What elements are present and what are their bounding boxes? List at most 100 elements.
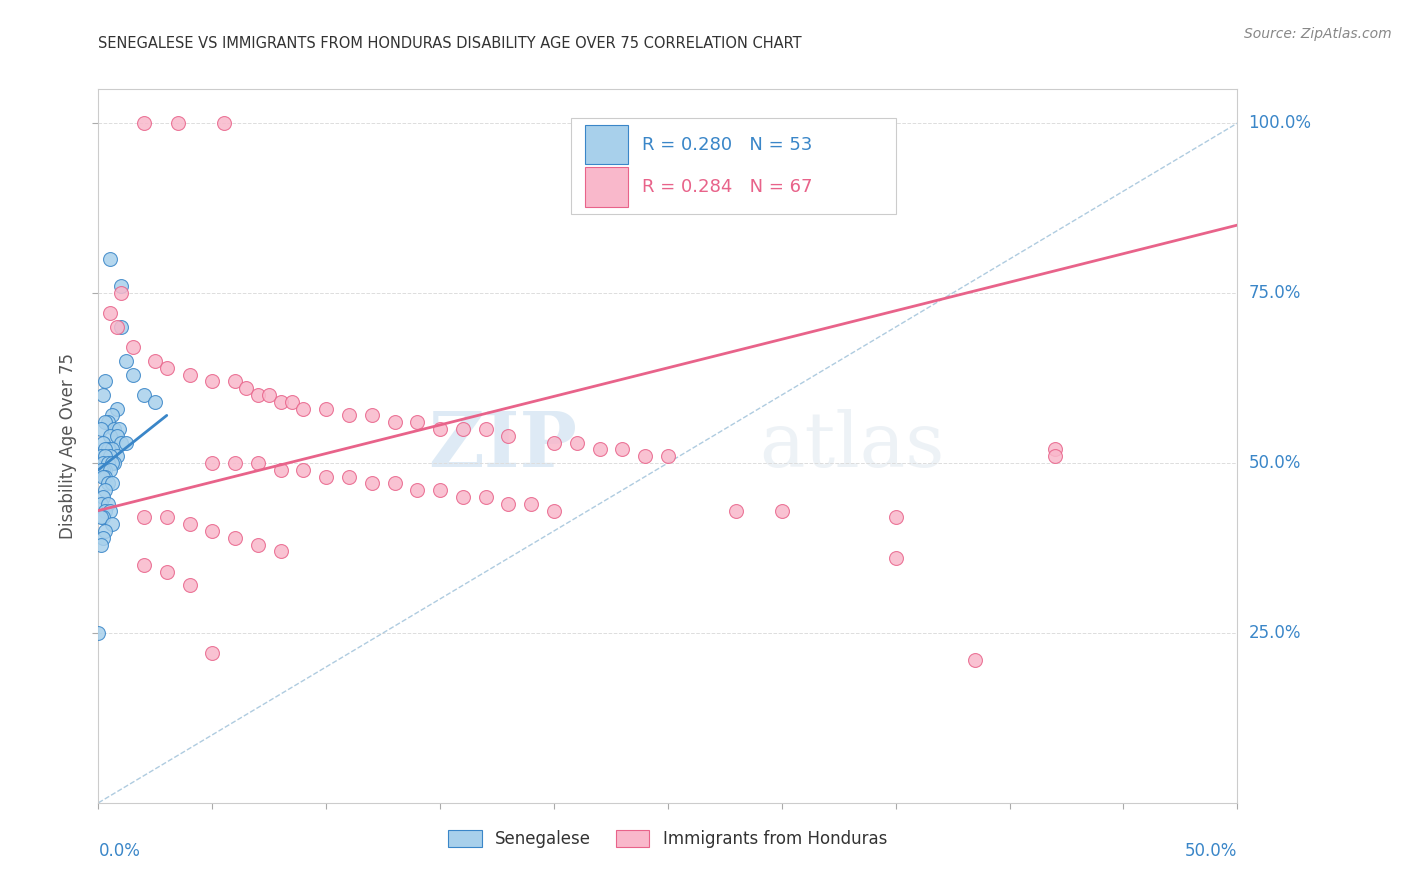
Point (884, 551, 907, 566)
Point (429, 483, 451, 498)
Point (98, 463, 121, 477)
Point (1043, 442, 1066, 457)
Point (90, 449, 112, 463)
Point (101, 442, 124, 457)
Point (520, 497, 543, 511)
Point (105, 449, 128, 463)
Point (179, 368, 201, 382)
Point (94, 375, 117, 389)
Point (179, 517, 201, 532)
Point (201, 375, 224, 389)
Text: atlas: atlas (759, 409, 945, 483)
Point (565, 435, 588, 450)
Point (94, 483, 117, 498)
Point (292, 463, 315, 477)
Point (315, 401, 337, 416)
Point (156, 360, 179, 375)
Point (98, 449, 121, 463)
Point (91, 510, 114, 524)
Point (612, 442, 634, 457)
Point (90, 422, 112, 436)
Point (543, 503, 565, 517)
Text: 75.0%: 75.0% (1249, 284, 1301, 302)
Point (384, 476, 406, 491)
Point (105, 320, 128, 334)
Point (110, 435, 132, 450)
Point (498, 497, 520, 511)
Point (90, 510, 112, 524)
Point (94, 524, 117, 538)
FancyBboxPatch shape (585, 168, 628, 207)
Point (429, 422, 451, 436)
Point (224, 456, 246, 470)
Point (110, 320, 132, 334)
Point (105, 429, 128, 443)
Point (498, 429, 520, 443)
Point (132, 558, 155, 572)
Point (167, 116, 190, 130)
Text: 100.0%: 100.0% (1249, 114, 1312, 132)
Point (360, 409, 382, 423)
Point (90, 497, 112, 511)
Point (360, 476, 382, 491)
Point (96, 476, 118, 491)
Point (105, 401, 128, 416)
Point (98, 503, 121, 517)
Text: R = 0.284   N = 67: R = 0.284 N = 67 (641, 178, 813, 196)
Point (114, 435, 136, 450)
Point (145, 394, 167, 409)
Point (965, 653, 987, 667)
Point (1043, 449, 1066, 463)
Point (337, 469, 360, 483)
Point (98, 306, 121, 320)
Point (270, 544, 292, 558)
Point (212, 116, 235, 130)
Point (543, 435, 565, 450)
Point (201, 524, 224, 538)
Point (451, 490, 474, 504)
Point (91, 456, 114, 470)
Point (132, 510, 155, 524)
Point (270, 394, 292, 409)
Point (337, 409, 360, 423)
Point (406, 415, 429, 429)
Point (224, 531, 246, 545)
Point (315, 469, 337, 483)
Point (770, 503, 793, 517)
Point (132, 116, 155, 130)
Point (246, 388, 269, 402)
FancyBboxPatch shape (571, 118, 896, 214)
Point (156, 510, 179, 524)
Point (94, 469, 117, 483)
Point (101, 476, 124, 491)
Point (90, 537, 112, 551)
Point (91, 435, 114, 450)
Point (91, 463, 114, 477)
Text: Source: ZipAtlas.com: Source: ZipAtlas.com (1244, 27, 1392, 41)
Point (96, 497, 118, 511)
Point (145, 354, 167, 368)
Point (270, 463, 292, 477)
Point (156, 565, 179, 579)
Text: R = 0.280   N = 53: R = 0.280 N = 53 (641, 136, 813, 153)
Point (94, 449, 117, 463)
Point (98, 252, 121, 266)
Text: SENEGALESE VS IMMIGRANTS FROM HONDURAS DISABILITY AGE OVER 75 CORRELATION CHART: SENEGALESE VS IMMIGRANTS FROM HONDURAS D… (98, 36, 801, 51)
Text: ZIP: ZIP (427, 409, 576, 483)
Point (87, 626, 110, 640)
Legend: Senegalese, Immigrants from Honduras: Senegalese, Immigrants from Honduras (441, 823, 894, 855)
Point (725, 503, 748, 517)
Point (224, 375, 246, 389)
Point (110, 286, 132, 301)
Point (474, 490, 496, 504)
FancyBboxPatch shape (585, 125, 628, 164)
Point (179, 578, 201, 592)
Point (634, 449, 657, 463)
Point (114, 354, 136, 368)
Point (94, 442, 117, 457)
Point (108, 422, 131, 436)
Point (588, 442, 610, 457)
Point (884, 510, 907, 524)
Point (132, 388, 155, 402)
Text: 25.0%: 25.0% (1249, 624, 1301, 642)
